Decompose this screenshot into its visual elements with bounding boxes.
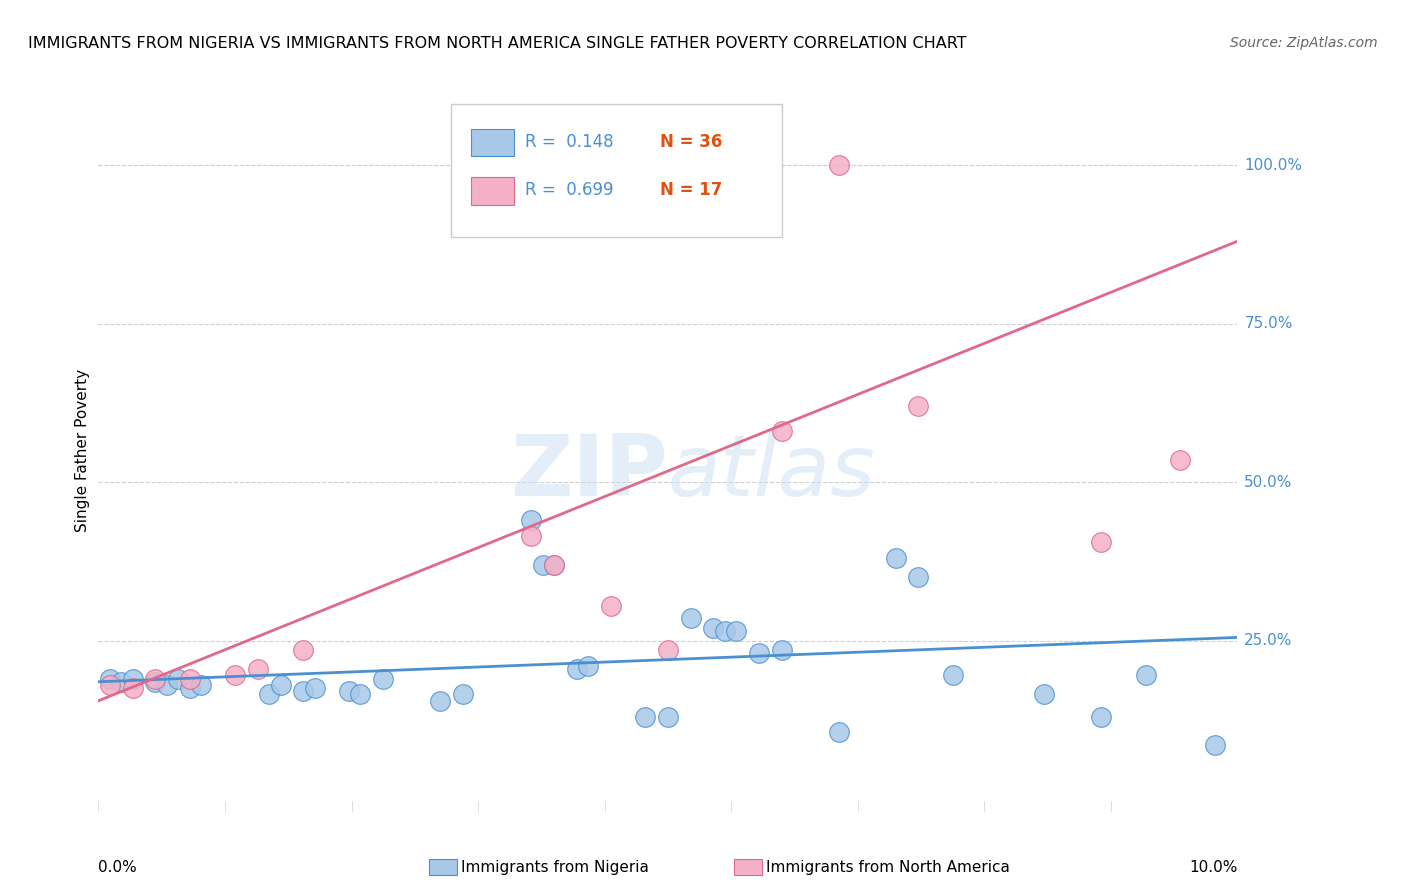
Point (1090, 709, 1112, 723)
Point (156, 678, 179, 692)
Point (349, 688, 371, 702)
Y-axis label: Single Father Poverty: Single Father Poverty (75, 369, 90, 532)
Point (145, 674, 167, 689)
Point (259, 688, 281, 702)
Point (576, 659, 599, 673)
Point (167, 672, 190, 686)
Point (451, 688, 474, 702)
Bar (471, 178, 515, 205)
Text: 100.0%: 100.0% (1244, 158, 1302, 173)
Point (942, 668, 965, 682)
Point (679, 611, 702, 625)
Point (429, 694, 451, 708)
Point (270, 678, 292, 692)
Point (828, 158, 851, 172)
Text: 25.0%: 25.0% (1244, 633, 1292, 648)
Text: 0.0%: 0.0% (98, 861, 138, 875)
Point (770, 425, 793, 439)
Point (179, 672, 201, 686)
Point (98, 678, 121, 692)
Point (679, 158, 702, 172)
Point (725, 624, 748, 639)
Point (748, 646, 770, 660)
Point (337, 684, 360, 698)
Point (121, 672, 143, 686)
Text: ZIP: ZIP (510, 431, 668, 514)
Point (657, 643, 679, 657)
Point (224, 668, 246, 682)
Text: Immigrants from North America: Immigrants from North America (766, 860, 1010, 874)
Point (1204, 738, 1226, 752)
Point (543, 558, 565, 572)
Text: Source: ZipAtlas.com: Source: ZipAtlas.com (1230, 36, 1378, 50)
Point (1135, 668, 1157, 682)
Bar (471, 129, 515, 156)
Text: R =  0.148: R = 0.148 (526, 133, 614, 151)
Text: 50.0%: 50.0% (1244, 475, 1292, 490)
Point (110, 674, 132, 689)
Point (520, 529, 543, 543)
Point (292, 643, 315, 657)
Point (1032, 688, 1054, 702)
Point (304, 681, 326, 695)
Point (543, 558, 565, 572)
Point (520, 513, 543, 527)
Point (190, 678, 212, 692)
Point (828, 725, 851, 739)
Point (714, 624, 737, 639)
Point (634, 709, 657, 723)
Point (884, 551, 907, 566)
Text: 10.0%: 10.0% (1189, 861, 1237, 875)
Point (292, 684, 315, 698)
Text: 75.0%: 75.0% (1244, 316, 1292, 331)
Point (179, 681, 201, 695)
FancyBboxPatch shape (451, 103, 782, 237)
Text: R =  0.699: R = 0.699 (526, 181, 614, 199)
Text: N = 17: N = 17 (659, 181, 723, 199)
Text: IMMIGRANTS FROM NIGERIA VS IMMIGRANTS FROM NORTH AMERICA SINGLE FATHER POVERTY C: IMMIGRANTS FROM NIGERIA VS IMMIGRANTS FR… (28, 36, 967, 51)
Text: N = 36: N = 36 (659, 133, 723, 151)
Point (657, 709, 679, 723)
Point (145, 672, 167, 686)
Text: atlas: atlas (668, 431, 876, 514)
Point (98, 672, 121, 686)
Point (121, 681, 143, 695)
Point (1090, 535, 1112, 549)
Point (246, 662, 269, 676)
Point (770, 643, 793, 657)
Point (531, 558, 554, 572)
Point (565, 662, 588, 676)
Point (702, 621, 724, 635)
Point (373, 672, 395, 686)
Point (1170, 453, 1192, 467)
Point (907, 570, 929, 584)
Point (907, 399, 929, 413)
Point (600, 599, 623, 613)
Text: Immigrants from Nigeria: Immigrants from Nigeria (461, 860, 650, 874)
